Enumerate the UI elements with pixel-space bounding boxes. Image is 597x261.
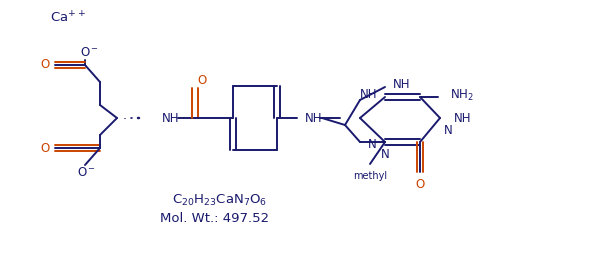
Text: N: N [444,123,453,137]
Text: Mol. Wt.: 497.52: Mol. Wt.: 497.52 [161,211,270,224]
Text: O: O [41,58,50,72]
Text: NH: NH [454,111,472,124]
Text: NH: NH [393,78,411,91]
Text: NH: NH [162,111,180,124]
Text: NH: NH [305,111,322,124]
Text: N: N [381,147,389,161]
Text: Ca$^{++}$: Ca$^{++}$ [50,10,86,26]
Text: O: O [41,141,50,155]
Text: N: N [368,138,377,151]
Text: NH: NH [359,88,377,102]
Text: O$^-$: O$^-$ [78,167,97,180]
Text: O: O [416,177,424,191]
Text: O$^-$: O$^-$ [81,45,100,58]
Text: NH$_2$: NH$_2$ [450,87,474,103]
Text: C$_{20}$H$_{23}$CaN$_{7}$O$_{6}$: C$_{20}$H$_{23}$CaN$_{7}$O$_{6}$ [173,192,267,207]
Text: O: O [198,74,207,86]
Text: methyl: methyl [353,171,387,181]
